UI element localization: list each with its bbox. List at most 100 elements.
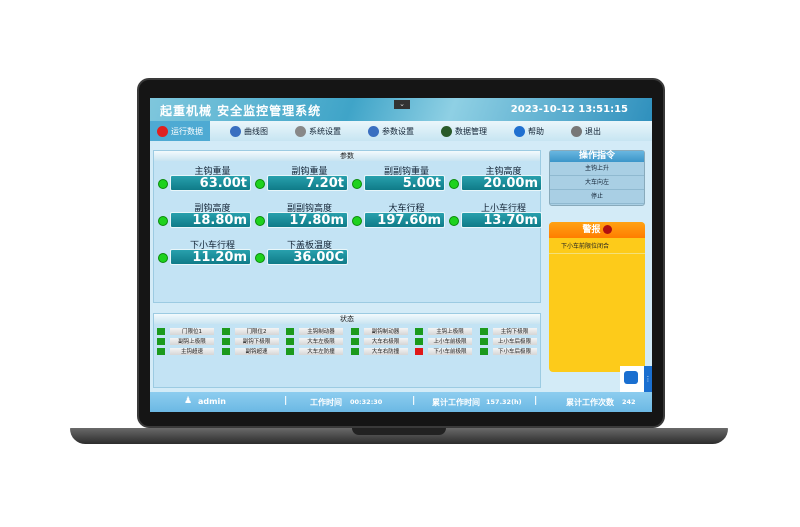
nav-item-2[interactable]: 系统设置 bbox=[288, 121, 348, 141]
status-label: 大车左极限 bbox=[299, 338, 343, 345]
status-item: 上小车前极限 bbox=[415, 338, 479, 346]
data-icon bbox=[441, 125, 452, 137]
command-title: 操作指令 bbox=[550, 151, 644, 162]
username: admin bbox=[198, 397, 226, 406]
status-label: 门限位1 bbox=[170, 328, 214, 335]
param-value: 63.00t bbox=[170, 175, 251, 191]
command-item[interactable]: 大车向左 bbox=[550, 176, 644, 190]
side-tab[interactable]: ⋮ bbox=[644, 366, 652, 392]
status-item: 主钩上极限 bbox=[415, 328, 479, 336]
status-item: 大车左极限 bbox=[286, 338, 350, 346]
status-led-icon bbox=[158, 216, 168, 226]
status-item: 副钩制动器 bbox=[350, 328, 415, 336]
param-card: 副钩重量 7.20t bbox=[253, 164, 348, 191]
param-value: 5.00t bbox=[364, 175, 445, 191]
status-item: 大车右防撞 bbox=[350, 348, 415, 356]
work-time-label: 工作时间 bbox=[310, 398, 342, 407]
status-item: 主钩下极限 bbox=[479, 328, 544, 336]
param-value: 197.60m bbox=[364, 212, 445, 228]
gear-icon bbox=[295, 125, 306, 137]
nav-item-6[interactable]: 退出 bbox=[564, 121, 608, 141]
nav-item-3[interactable]: 参数设置 bbox=[361, 121, 421, 141]
status-led-icon bbox=[158, 253, 168, 263]
status-led-icon bbox=[449, 179, 459, 189]
status-item: 副钩超速 bbox=[221, 348, 286, 356]
nav-item-1[interactable]: 曲线图 bbox=[223, 121, 275, 141]
status-indicator-icon bbox=[157, 338, 165, 345]
status-indicator-icon bbox=[286, 338, 294, 345]
divider: | bbox=[284, 396, 288, 406]
command-item[interactable]: 停止 bbox=[550, 190, 644, 204]
status-led-icon bbox=[158, 179, 168, 189]
status-indicator-icon bbox=[415, 338, 423, 345]
status-indicator-icon bbox=[350, 338, 359, 345]
status-indicator-icon bbox=[157, 328, 165, 335]
status-item: 门限位1 bbox=[157, 328, 221, 336]
status-indicator-icon bbox=[286, 328, 294, 335]
status-label: 大车右极限 bbox=[363, 338, 408, 345]
laptop-base bbox=[70, 428, 728, 444]
params-panel: 参数 主钩重量 63.00t 副钩重量 7.20t 副副钩重量 5.00t 主钩高度 20.0… bbox=[153, 150, 542, 303]
status-label: 主钩制动器 bbox=[299, 328, 343, 335]
chat-icon[interactable] bbox=[624, 371, 638, 384]
param-card: 主钩重量 63.00t bbox=[156, 164, 251, 191]
param-label: 主钩高度 bbox=[485, 167, 522, 177]
status-indicator-icon bbox=[221, 328, 230, 335]
nav-item-4[interactable]: 数据管理 bbox=[434, 121, 494, 141]
header: 起重机械 安全监控管理系统 ⌄ 2023-10-12 13:51:15 bbox=[150, 98, 652, 121]
status-led-icon bbox=[255, 179, 265, 189]
param-label: 下小车行程 bbox=[189, 241, 235, 251]
laptop-notch bbox=[352, 428, 446, 435]
param-label: 副副钩高度 bbox=[286, 204, 332, 214]
param-value: 13.70m bbox=[461, 212, 542, 228]
param-value: 36.00C bbox=[267, 249, 348, 265]
status-indicator-icon bbox=[479, 338, 488, 345]
nav-label: 系统设置 bbox=[309, 126, 341, 136]
param-label: 下盖板温度 bbox=[286, 241, 332, 251]
param-card: 主钩高度 20.00m bbox=[447, 164, 542, 191]
nav-label: 参数设置 bbox=[382, 126, 414, 136]
command-panel: 操作指令 主钩上升 大车向左 停止 bbox=[549, 150, 645, 206]
divider: | bbox=[412, 396, 416, 406]
total-time-label: 累计工作时间 bbox=[432, 398, 480, 407]
status-indicator-icon bbox=[479, 328, 488, 335]
nav-item-0[interactable]: 运行数据 bbox=[150, 121, 210, 141]
nav-item-5[interactable]: 帮助 bbox=[507, 121, 551, 141]
param-card: 副钩高度 18.80m bbox=[156, 201, 251, 228]
param-label: 副钩重量 bbox=[291, 167, 328, 177]
status-label: 门限位2 bbox=[234, 328, 279, 335]
status-led-icon bbox=[352, 216, 362, 226]
status-indicator-icon bbox=[350, 348, 359, 355]
status-item: 主钩制动器 bbox=[286, 328, 350, 336]
status-indicator-icon bbox=[479, 348, 488, 355]
param-card: 副副钩高度 17.80m bbox=[253, 201, 348, 228]
footer-bar: ♟ admin | 工作时间 00:32:30 | 累计工作时间 157.32(… bbox=[150, 392, 652, 412]
status-title: 状态 bbox=[154, 314, 540, 324]
param-label: 主钩重量 bbox=[194, 167, 231, 177]
status-label: 大车右防撞 bbox=[363, 348, 408, 355]
alarm-item: 下小车前限位闭合 bbox=[549, 238, 645, 254]
chevron-down-icon[interactable]: ⌄ bbox=[394, 100, 410, 109]
status-label: 上小车后极限 bbox=[492, 338, 537, 345]
status-indicator-icon bbox=[350, 328, 359, 335]
status-label: 主钩上极限 bbox=[428, 328, 472, 335]
monitor-icon bbox=[368, 125, 379, 137]
user-icon: ♟ bbox=[184, 396, 193, 406]
status-item: 副钩上极限 bbox=[157, 338, 221, 346]
status-item: 下小车后极限 bbox=[479, 348, 544, 356]
status-indicator-icon bbox=[221, 348, 230, 355]
status-led-icon bbox=[255, 253, 265, 263]
divider: | bbox=[534, 396, 538, 406]
status-label: 副钩上极限 bbox=[170, 338, 214, 345]
status-label: 主钩下极限 bbox=[492, 328, 537, 335]
param-card: 副副钩重量 5.00t bbox=[350, 164, 445, 191]
command-item[interactable]: 主钩上升 bbox=[550, 162, 644, 176]
param-card: 上小车行程 13.70m bbox=[447, 201, 542, 228]
param-value: 20.00m bbox=[461, 175, 542, 191]
param-card: 下小车行程 11.20m bbox=[156, 238, 251, 265]
param-label: 上小车行程 bbox=[480, 204, 526, 214]
status-item: 上小车后极限 bbox=[479, 338, 544, 346]
exit-icon bbox=[571, 125, 582, 137]
param-card: 大车行程 197.60m bbox=[350, 201, 445, 228]
count-label: 累计工作次数 bbox=[566, 398, 614, 407]
